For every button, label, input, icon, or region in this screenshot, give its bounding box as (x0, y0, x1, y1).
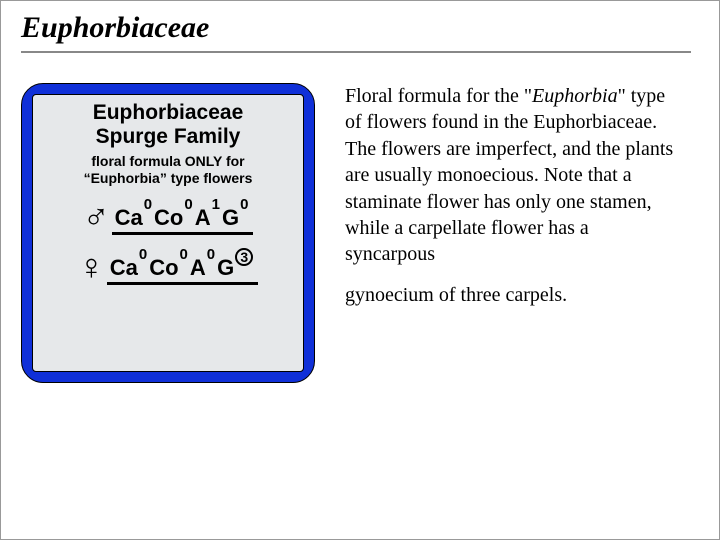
formula-card-inner: Euphorbiaceae Spurge Family floral formu… (32, 94, 304, 372)
female-symbol: ♀ (78, 249, 105, 285)
p1-post: " type of flowers found in the Euphorbia… (345, 85, 673, 265)
male-symbol: ♂ (83, 199, 110, 235)
description-p2: gynoecium of three carpels. (345, 282, 675, 308)
p1-pre: Floral formula for the " (345, 85, 532, 107)
formula-row-female: ♀ Ca0 Co0 A0 G3 (78, 249, 259, 285)
card-subtitle: floral formula ONLY for “Euphorbia” type… (84, 153, 253, 187)
card-title: Euphorbiaceae Spurge Family (93, 101, 244, 149)
p1-ital: Euphorbia (532, 85, 618, 107)
card-sub-line2: “Euphorbia” type flowers (84, 170, 253, 186)
formula-row-male: ♂ Ca0 Co0 A1 G0 (83, 199, 254, 235)
seg-ca: Ca0 (110, 257, 149, 279)
seg-ca: Ca0 (115, 207, 154, 229)
description-p1: Floral formula for the "Euphorbia" type … (345, 83, 675, 268)
seg-g: G0 (222, 207, 250, 229)
card-sub-line1: floral formula ONLY for (91, 153, 244, 169)
seg-a: A0 (190, 257, 217, 279)
formula-female: Ca0 Co0 A0 G3 (107, 257, 259, 285)
seg-g: G3 (217, 257, 255, 279)
formula-male: Ca0 Co0 A1 G0 (112, 207, 254, 235)
slide: Euphorbiaceae Euphorbiaceae Spurge Famil… (0, 0, 720, 540)
formula-card: Euphorbiaceae Spurge Family floral formu… (21, 83, 315, 383)
seg-a: A1 (195, 207, 222, 229)
card-title-line1: Euphorbiaceae (93, 101, 244, 124)
description: Floral formula for the "Euphorbia" type … (345, 83, 675, 383)
seg-co: Co0 (149, 257, 190, 279)
page-title: Euphorbiaceae (21, 11, 691, 53)
card-title-line2: Spurge Family (96, 125, 241, 148)
seg-co: Co0 (154, 207, 195, 229)
content-columns: Euphorbiaceae Spurge Family floral formu… (21, 83, 699, 383)
